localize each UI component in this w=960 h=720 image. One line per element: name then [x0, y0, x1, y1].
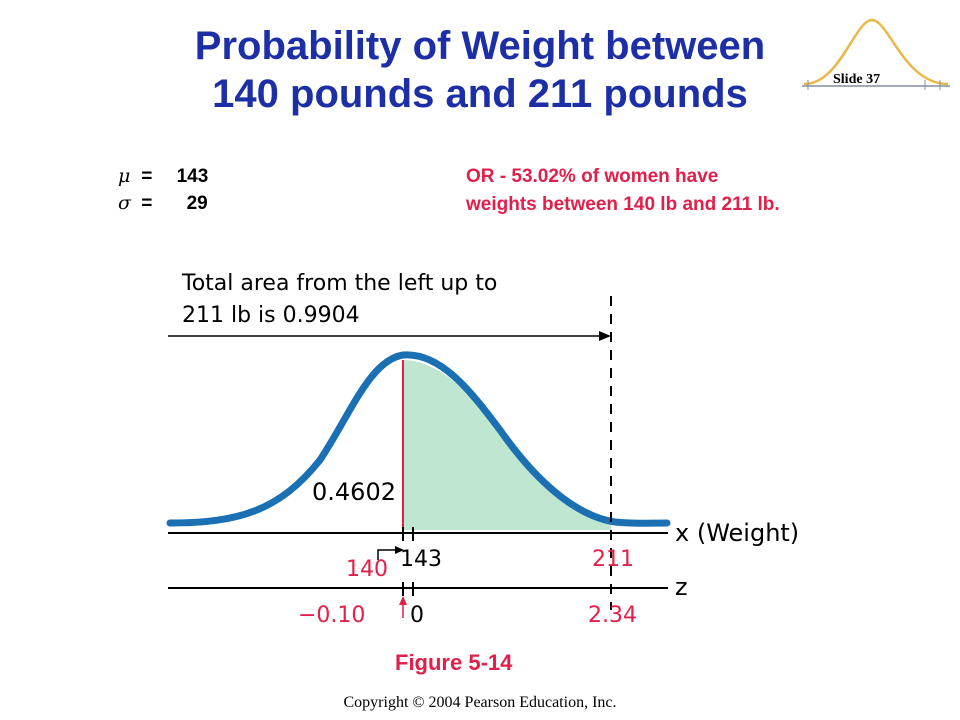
mu-equals: = [141, 166, 153, 187]
slide-logo-curve-icon [802, 18, 950, 90]
x-tick-label-143: 143 [400, 547, 442, 572]
figure-caption: Figure 5-14 [395, 650, 513, 675]
z-tick-label-mean: 0 [410, 603, 424, 628]
z-tick-label-lower: −0.10 [298, 603, 365, 628]
result-note-line-1: OR - 53.02% of women have [466, 166, 719, 187]
mu-symbol: μ [118, 165, 131, 187]
mu-value: 143 [176, 166, 209, 187]
result-note: OR - 53.02% of women have weights betwee… [466, 163, 926, 219]
sigma-value: 29 [186, 193, 208, 214]
bell-curve [166, 351, 671, 527]
sigma-equals: = [141, 193, 153, 214]
sigma-symbol: σ [118, 192, 131, 214]
annotation-line-1: Total area from the left up to [181, 271, 497, 296]
lower-tick-pointer [377, 549, 398, 560]
z-axis-label: z [675, 573, 688, 601]
lower-tick-pointer-head [395, 546, 404, 554]
left-area-label: 0.4602 [312, 478, 396, 506]
cumulative-arrow-head [599, 331, 611, 341]
distribution-parameters: μ = 143 σ = 29 [118, 163, 208, 217]
x-tick-label-140: 140 [346, 557, 388, 582]
z-tick-label-upper: 2.34 [588, 603, 637, 628]
z-lower-pointer-head [399, 596, 407, 605]
slide-number: Slide 37 [833, 72, 881, 87]
mean-row: μ = 143 [118, 163, 208, 190]
annotation-line-2: 211 lb is 0.9904 [182, 303, 360, 328]
result-note-line-2: weights between 140 lb and 211 lb. [466, 194, 780, 215]
copyright-notice: Copyright © 2004 Pearson Education, Inc. [343, 694, 617, 711]
title-line-1: Probability of Weight between [194, 24, 766, 68]
x-axis-label: x (Weight) [675, 519, 799, 547]
x-tick-label-211: 211 [592, 547, 634, 572]
sd-row: σ = 29 [118, 190, 208, 217]
slide-title: Probability of Weight between 140 pounds… [100, 22, 860, 118]
title-line-2: 140 pounds and 211 pounds [212, 72, 748, 116]
